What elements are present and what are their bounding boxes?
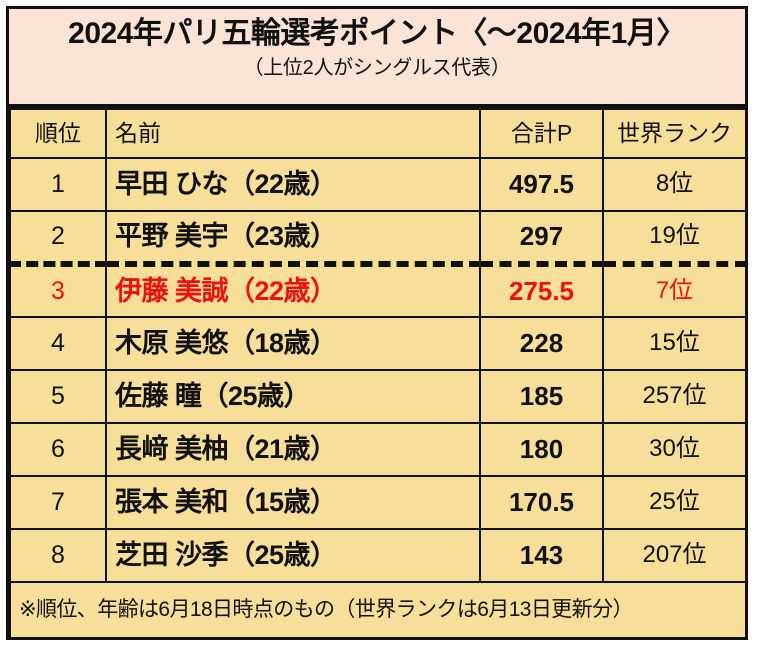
table-row: 1 早田 ひな（22歳） 497.5 8位 xyxy=(9,157,747,212)
cell-points: 497.5 xyxy=(479,157,604,212)
table-row: 2 平野 美宇（23歳） 297 19位 xyxy=(9,210,747,265)
cell-rank: 3 xyxy=(9,261,107,318)
table-body: 1 早田 ひな（22歳） 497.5 8位 2 平野 美宇（23歳） 297 19位 3 伊藤 美… xyxy=(9,157,747,583)
cell-world-rank: 207位 xyxy=(602,528,747,583)
table-row: 7 張本 美和（15歳） 170.5 25位 xyxy=(9,475,747,530)
cell-points: 143 xyxy=(479,528,604,583)
cell-points: 180 xyxy=(479,422,604,477)
title-band: 2024年パリ五輪選考ポイント〈～2024年1月〉 （上位2人がシングルス代表） xyxy=(9,9,745,104)
cell-world-rank: 19位 xyxy=(602,210,747,265)
column-header-rank: 順位 xyxy=(9,108,107,159)
table-row: 3 伊藤 美誠（22歳） 275.5 7位 xyxy=(9,261,747,318)
cell-points: 275.5 xyxy=(479,261,604,318)
cell-name: 早田 ひな（22歳） xyxy=(105,157,481,212)
cell-world-rank: 30位 xyxy=(602,422,747,477)
cell-rank: 5 xyxy=(9,369,107,424)
column-header-points: 合計P xyxy=(479,108,604,159)
table-row: 6 長﨑 美柚（21歳） 180 30位 xyxy=(9,422,747,477)
column-header-name: 名前 xyxy=(105,108,481,159)
page-title: 2024年パリ五輪選考ポイント〈～2024年1月〉 xyxy=(68,17,686,50)
cell-rank: 1 xyxy=(9,157,107,212)
cell-name: 張本 美和（15歳） xyxy=(105,475,481,530)
cell-world-rank: 25位 xyxy=(602,475,747,530)
points-table-wrap: 順位 名前 合計P 世界ランク 1 早田 ひな（22歳） 497.5 8位 2 平野 美宇… xyxy=(9,104,747,639)
cell-rank: 4 xyxy=(9,316,107,371)
footnote-row: ※順位、年齢は6月18日時点のもの（世界ランクは6月13日更新分） xyxy=(9,581,747,639)
cell-name: 佐藤 瞳（25歳） xyxy=(105,369,481,424)
cell-points: 228 xyxy=(479,316,604,371)
cell-rank: 7 xyxy=(9,475,107,530)
cell-rank: 6 xyxy=(9,422,107,477)
column-header-world-rank: 世界ランク xyxy=(602,108,747,159)
table-row: 4 木原 美悠（18歳） 228 15位 xyxy=(9,316,747,371)
cell-rank: 2 xyxy=(9,210,107,265)
cell-name: 平野 美宇（23歳） xyxy=(105,210,481,265)
cell-name: 長﨑 美柚（21歳） xyxy=(105,422,481,477)
cell-world-rank: 8位 xyxy=(602,157,747,212)
cell-world-rank: 257位 xyxy=(602,369,747,424)
table-header-row: 順位 名前 合計P 世界ランク xyxy=(9,108,747,159)
table-row: 8 芝田 沙季（25歳） 143 207位 xyxy=(9,528,747,583)
cell-points: 297 xyxy=(479,210,604,265)
points-table-card: 2024年パリ五輪選考ポイント〈～2024年1月〉 （上位2人がシングルス代表）… xyxy=(6,6,748,640)
table-footnote: ※順位、年齢は6月18日時点のもの（世界ランクは6月13日更新分） xyxy=(9,581,747,639)
table-header: 順位 名前 合計P 世界ランク xyxy=(9,108,747,159)
cell-world-rank: 7位 xyxy=(602,261,747,318)
points-table: 順位 名前 合計P 世界ランク 1 早田 ひな（22歳） 497.5 8位 2 平野 美宇… xyxy=(9,108,747,639)
cell-name: 木原 美悠（18歳） xyxy=(105,316,481,371)
cell-points: 185 xyxy=(479,369,604,424)
cell-points: 170.5 xyxy=(479,475,604,530)
cell-rank: 8 xyxy=(9,528,107,583)
table-row: 5 佐藤 瞳（25歳） 185 257位 xyxy=(9,369,747,424)
cell-name: 芝田 沙季（25歳） xyxy=(105,528,481,583)
cell-name: 伊藤 美誠（22歳） xyxy=(105,261,481,318)
page-subtitle: （上位2人がシングルス代表） xyxy=(243,56,511,79)
table-footer: ※順位、年齢は6月18日時点のもの（世界ランクは6月13日更新分） xyxy=(9,581,747,639)
cell-world-rank: 15位 xyxy=(602,316,747,371)
